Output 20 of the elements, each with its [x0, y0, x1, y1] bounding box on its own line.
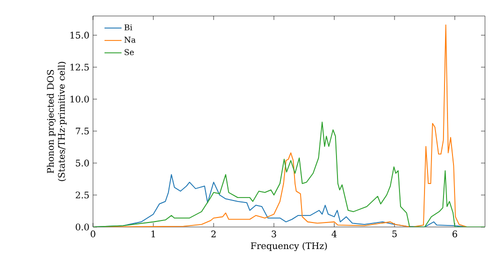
y-tick-label: 0.0	[76, 224, 89, 230]
y-tick-label: 12.5	[70, 64, 89, 71]
x-tick-label: 3	[272, 230, 276, 238]
x-tick-label: 1	[152, 230, 155, 238]
x-tick-label: 4	[332, 230, 337, 238]
legend-label: Na	[124, 36, 136, 43]
legend-label: Se	[124, 49, 134, 56]
x-tick-label: 6	[452, 230, 458, 238]
y-axis-title: Phonon projected DOS (States/THz·primitive cell)	[46, 62, 67, 182]
x-axis-title: Frequency (THz)	[250, 242, 327, 252]
y-tick-label: 10.0	[70, 96, 89, 103]
y-tick-label: 5.0	[76, 160, 89, 166]
legend-label: Bi	[124, 24, 132, 30]
x-tick-label: 0	[90, 230, 96, 238]
line-series	[93, 122, 485, 227]
y-tick-label: 15.0	[70, 32, 89, 39]
y-tick-label: 2.5	[76, 192, 89, 198]
y-tick-label: 7.5	[76, 128, 89, 134]
x-tick-label: 5	[392, 230, 397, 238]
x-tick-label: 2	[211, 230, 216, 238]
